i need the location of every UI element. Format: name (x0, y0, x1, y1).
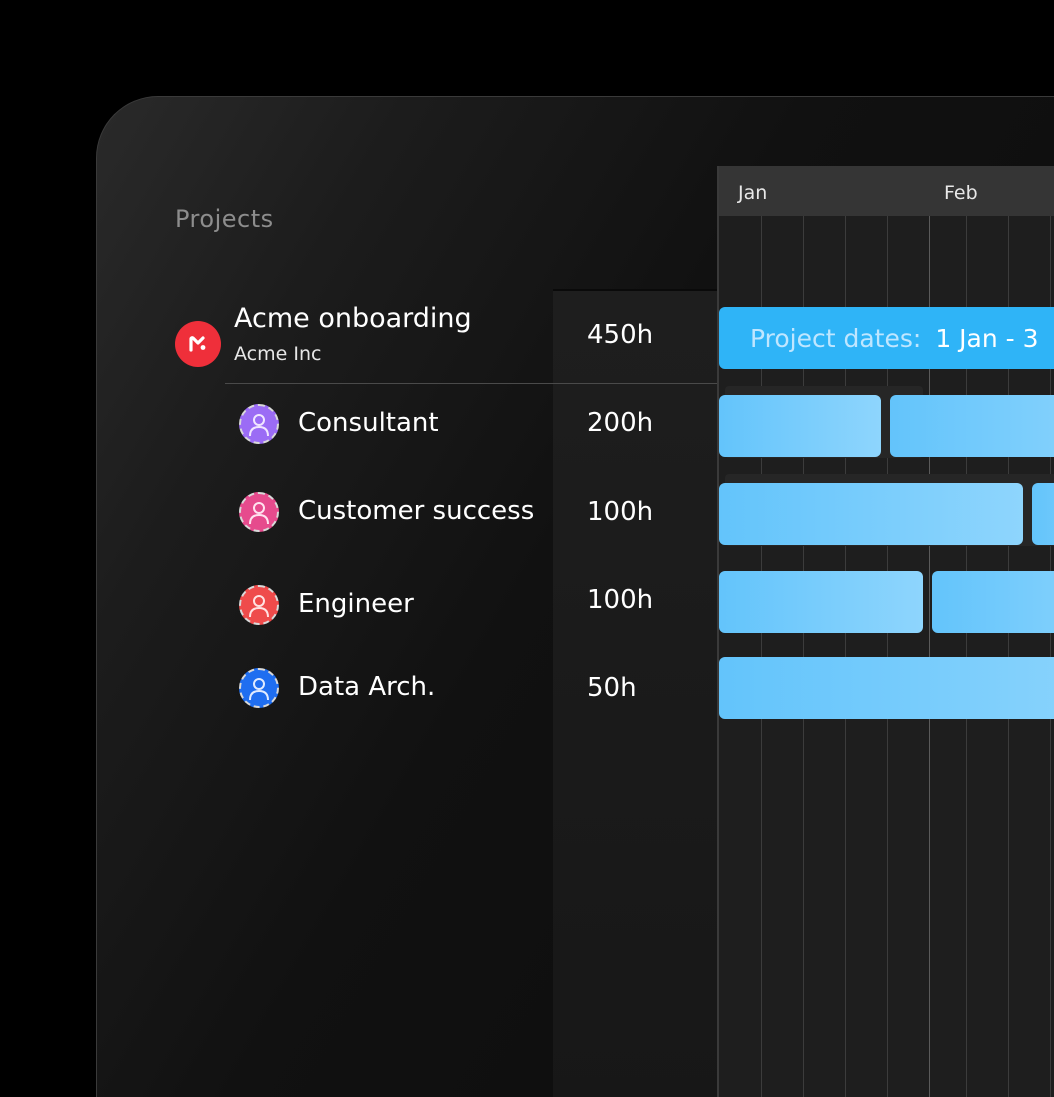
allocation-bar[interactable] (719, 483, 1023, 545)
user-avatar-icon (239, 668, 279, 708)
gridline (966, 216, 967, 1097)
acme-logo-icon (175, 321, 221, 367)
role-name: Customer success (298, 496, 535, 526)
role-name: Engineer (298, 589, 414, 619)
project-hours: 450h (587, 320, 654, 350)
project-client: Acme Inc (234, 343, 322, 365)
month-label-jan: Jan (738, 182, 768, 204)
user-avatar-icon (239, 404, 279, 444)
gantt-timeline[interactable]: Jan Feb Project dates: 1 Jan - 3 (717, 166, 1054, 1097)
allocation-bar[interactable] (719, 395, 881, 457)
user-avatar-icon (239, 492, 279, 532)
allocation-bar[interactable] (890, 395, 1054, 457)
allocation-bar[interactable] (1032, 483, 1054, 545)
project-dates-range: 1 Jan - 3 (935, 323, 1039, 353)
role-hours: 100h (587, 497, 654, 527)
project-dates-bar[interactable]: Project dates: 1 Jan - 3 (719, 307, 1054, 369)
gridline (887, 216, 888, 1097)
role-name: Consultant (298, 408, 439, 438)
allocation-bar[interactable] (932, 571, 1054, 633)
gridline (1050, 216, 1051, 1097)
role-hours: 100h (587, 585, 654, 615)
project-dates-label: Project dates: (750, 323, 922, 353)
user-avatar-icon (239, 585, 279, 625)
projects-heading: Projects (175, 205, 274, 233)
timeline-header: Jan Feb (719, 166, 1054, 216)
hours-column-divider (553, 289, 717, 291)
project-name: Acme onboarding (234, 303, 472, 334)
role-hours: 200h (587, 408, 654, 438)
hours-column (553, 289, 717, 1097)
gridline (845, 216, 846, 1097)
role-name: Data Arch. (298, 672, 436, 702)
gridline (1008, 216, 1009, 1097)
resource-planner-panel: Projects Acme onboarding Acme Inc 450h C… (96, 96, 1054, 1097)
month-label-feb: Feb (944, 182, 978, 204)
gridline-month (929, 216, 930, 1097)
allocation-bar[interactable] (719, 657, 1054, 719)
project-divider (225, 383, 717, 384)
gridline (761, 216, 762, 1097)
gridline (803, 216, 804, 1097)
role-hours: 50h (587, 673, 637, 703)
allocation-bar[interactable] (719, 571, 923, 633)
